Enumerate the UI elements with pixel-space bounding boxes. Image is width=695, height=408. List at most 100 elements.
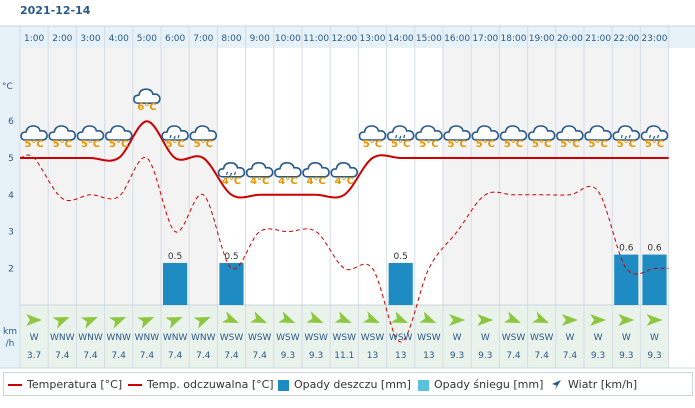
y-axis-unit: °C (2, 82, 13, 92)
rain-drop (403, 134, 406, 139)
wind-direction-label: WSW (276, 333, 300, 343)
hour-column-14:00 (386, 48, 415, 305)
wind-arrow-shape (221, 311, 239, 324)
rain-drop (620, 134, 623, 139)
hour-label: 17:00 (472, 34, 498, 44)
wind-speed-label: 7.4 (506, 351, 521, 361)
temperature-value-label: 5°C (363, 139, 382, 150)
forecast-date: 2021-12-14 (20, 4, 91, 17)
wind-arrow-icon (449, 314, 466, 326)
cloud-shape (217, 162, 246, 178)
hour-column-7:00 (189, 48, 218, 305)
legend-feels-like-swatch (128, 384, 142, 386)
wind-arrow-icon (391, 311, 409, 324)
wind-arrow-shape (26, 314, 43, 326)
hour-label: 5:00 (137, 34, 157, 44)
wind-arrow-icon (362, 311, 380, 324)
cloud-icon (358, 125, 387, 141)
legend-feels-like-label: Temp. odczuwalna [°C] (147, 378, 274, 391)
wind-direction-label: WNW (135, 333, 160, 343)
wind-speed-label: 7.4 (168, 351, 183, 361)
rain-drop (177, 134, 180, 139)
hour-column-5:00 (132, 48, 161, 305)
cloud-rain-icon (386, 125, 415, 141)
rain-drop (395, 134, 398, 139)
wind-arrow-icon (477, 314, 494, 326)
wind-arrow-shape (109, 316, 127, 329)
cloud-shape (245, 162, 274, 178)
rain-drop (173, 135, 176, 140)
cloud-shape (20, 125, 48, 141)
wind-direction-label: WNW (50, 333, 75, 343)
wind-speed-label: 7.4 (196, 351, 211, 361)
wind-unit-label: /h (6, 339, 15, 349)
cloud-icon (48, 125, 77, 141)
wind-arrow-icon (137, 316, 155, 329)
wind-speed-label: 3.7 (27, 351, 41, 361)
cloud-shape (302, 162, 330, 178)
wind-arrow-icon (334, 311, 352, 324)
wind-arrow-icon (503, 311, 521, 324)
cloud-shape (556, 125, 584, 141)
wind-arrow-icon (532, 311, 550, 324)
temperature-value-label: 4°C (250, 176, 269, 187)
temperature-value-label: 5°C (53, 139, 72, 150)
hour-label: 12:00 (331, 34, 357, 44)
wind-arrow-icon (590, 314, 607, 326)
wind-arrow-icon (26, 314, 43, 326)
hour-label: 18:00 (501, 34, 527, 44)
cloud-icon (302, 162, 330, 178)
cloud-icon (584, 125, 612, 141)
cloud-shape (527, 125, 556, 141)
hour-label: 6:00 (165, 34, 185, 44)
rain-value-label: 0.5 (394, 252, 408, 262)
rain-drop (652, 135, 656, 140)
wind-arrow-icon (419, 311, 437, 324)
wind-band (20, 305, 669, 368)
wind-speed-label: 9.3 (281, 351, 295, 361)
cloud-rain-icon (640, 125, 669, 141)
wind-speed-label: 7.4 (83, 351, 98, 361)
wind-direction-label: WSW (248, 333, 272, 343)
rain-bar (163, 263, 188, 305)
cloud-shape (640, 125, 669, 141)
temperature-value-label: 5°C (617, 139, 636, 150)
y-tick-label: 2 (8, 264, 14, 274)
temperature-value-label: 5°C (24, 139, 43, 150)
weather-icons: 5°C 5°C 5°C 5°C 6°C 5°C 5°C 4°C 4°C 4°C 4°C 4°C 5°C 5… (20, 88, 669, 187)
wind-arrow-shape (391, 311, 409, 324)
legend-wind-label: Wiatr [km/h] (568, 378, 638, 391)
hour-column-13:00 (358, 48, 387, 305)
rain-drop (656, 134, 660, 139)
wind-arrow-icon (278, 311, 296, 324)
wind-arrow-shape (52, 316, 70, 329)
hour-label: 2:00 (52, 34, 72, 44)
wind-arrow-icon (109, 316, 127, 329)
cloud-shape (499, 125, 528, 141)
hour-label: 15:00 (416, 34, 442, 44)
hour-label: 1:00 (24, 34, 44, 44)
temperature-value-label: 5°C (560, 139, 579, 150)
cloud-icon (104, 125, 133, 141)
temperature-value-label: 5°C (504, 139, 523, 150)
cloud-icon (245, 162, 274, 178)
temperature-line (19, 120, 669, 199)
legend-wind: Wiatr [km/h] (551, 378, 637, 391)
wind-arrow-shape (137, 316, 155, 329)
y-axis-band (0, 26, 20, 368)
wind-arrow-shape (334, 311, 352, 324)
temperature-value-label: 4°C (222, 176, 241, 187)
wind-arrow-icon (306, 311, 324, 324)
rain-drop (648, 134, 652, 139)
wind-arrow-icon (561, 314, 578, 326)
cloud-shape (76, 125, 105, 141)
hour-column-4:00 (104, 48, 133, 305)
hour-label: 22:00 (613, 34, 639, 44)
cloud-shape (189, 125, 218, 141)
wind-speed-label: 7.4 (535, 351, 550, 361)
rain-drop (399, 135, 402, 140)
cloud-rain-icon (612, 125, 641, 141)
wind-direction-label: W (481, 333, 490, 343)
wind-direction-label: W (594, 333, 603, 343)
